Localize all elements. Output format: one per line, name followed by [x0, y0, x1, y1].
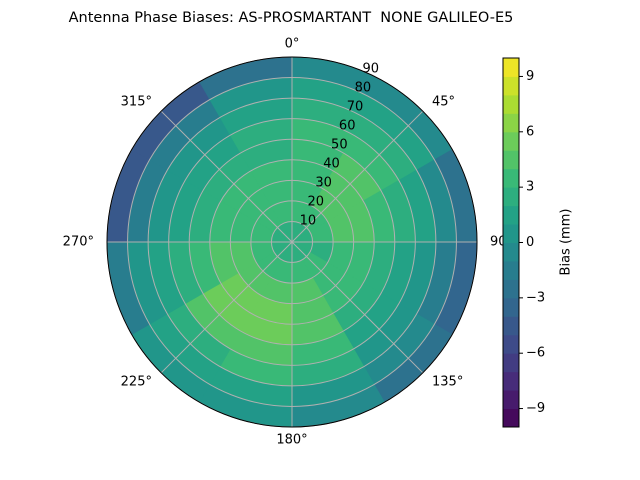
colorbar-band [503, 94, 519, 114]
angle-tick-label: 135° [432, 375, 463, 390]
radial-tick-label: 30 [315, 176, 332, 191]
chart-title: Antenna Phase Biases: AS-PROSMARTANT NON… [69, 10, 514, 26]
colorbar-band [503, 390, 519, 410]
colorbar-tick-label: 0 [526, 235, 534, 250]
colorbar-band [503, 150, 519, 170]
polar-labels: 0° 45° 90 135° 180° 225° 270° 315° 10 20 30 40 50 60 7… [63, 37, 507, 448]
radial-tick-label: 90 [363, 62, 380, 77]
colorbar-tick-label: 9 [526, 69, 534, 84]
angle-tick-label: 225° [121, 375, 152, 390]
colorbar-band [503, 297, 519, 317]
radial-tick-label: 20 [307, 195, 324, 210]
polar-frame [106, 56, 478, 428]
colorbar-band [503, 58, 519, 77]
angular-grid-line [160, 241, 293, 374]
colorbar-tick-label: 3 [526, 180, 534, 195]
angle-tick-label: 45° [432, 94, 455, 109]
radial-tick-label: 50 [331, 138, 348, 153]
colorbar-band [503, 371, 519, 391]
colorbar-band [503, 279, 519, 299]
angular-grid-line [160, 110, 293, 243]
colorbar-tick-label: −3 [526, 290, 545, 305]
colorbar-band [503, 113, 519, 133]
colorbar-band [503, 168, 519, 188]
colorbar-band [503, 260, 519, 280]
colorbar-band [503, 353, 519, 373]
colorbar-band [503, 224, 519, 243]
angle-tick-label: 0° [285, 37, 300, 52]
colorbar-tick-label: 6 [526, 124, 534, 139]
colorbar-band [503, 316, 519, 336]
colorbar: −9 −6 −3 0 3 6 9 [502, 57, 545, 428]
colorbar-label: Bias (mm) [559, 209, 574, 276]
radial-tick-label: 70 [347, 100, 364, 115]
colorbar-tick-label: −9 [526, 401, 545, 416]
radial-tick-label: 10 [300, 214, 317, 229]
radial-tick-label: 80 [355, 81, 372, 96]
colorbar-band [503, 408, 519, 428]
polar-grid [106, 56, 478, 428]
colorbar-band [503, 242, 519, 262]
colorbar-tick-label: −6 [526, 346, 545, 361]
colorbar-band [503, 205, 519, 225]
radial-tick-label: 40 [323, 157, 340, 172]
angle-tick-label: 90 [490, 235, 507, 250]
angle-tick-label: 315° [121, 94, 152, 109]
radial-tick-label: 60 [339, 119, 356, 134]
angle-tick-label: 270° [63, 235, 94, 250]
angle-tick-label: 180° [276, 433, 307, 448]
angular-grid-line [291, 110, 424, 243]
angular-grid-line [291, 241, 424, 374]
colorbar-band [503, 131, 519, 151]
colorbar-band [503, 76, 519, 96]
colorbar-band [503, 187, 519, 207]
colorbar-band [503, 334, 519, 354]
